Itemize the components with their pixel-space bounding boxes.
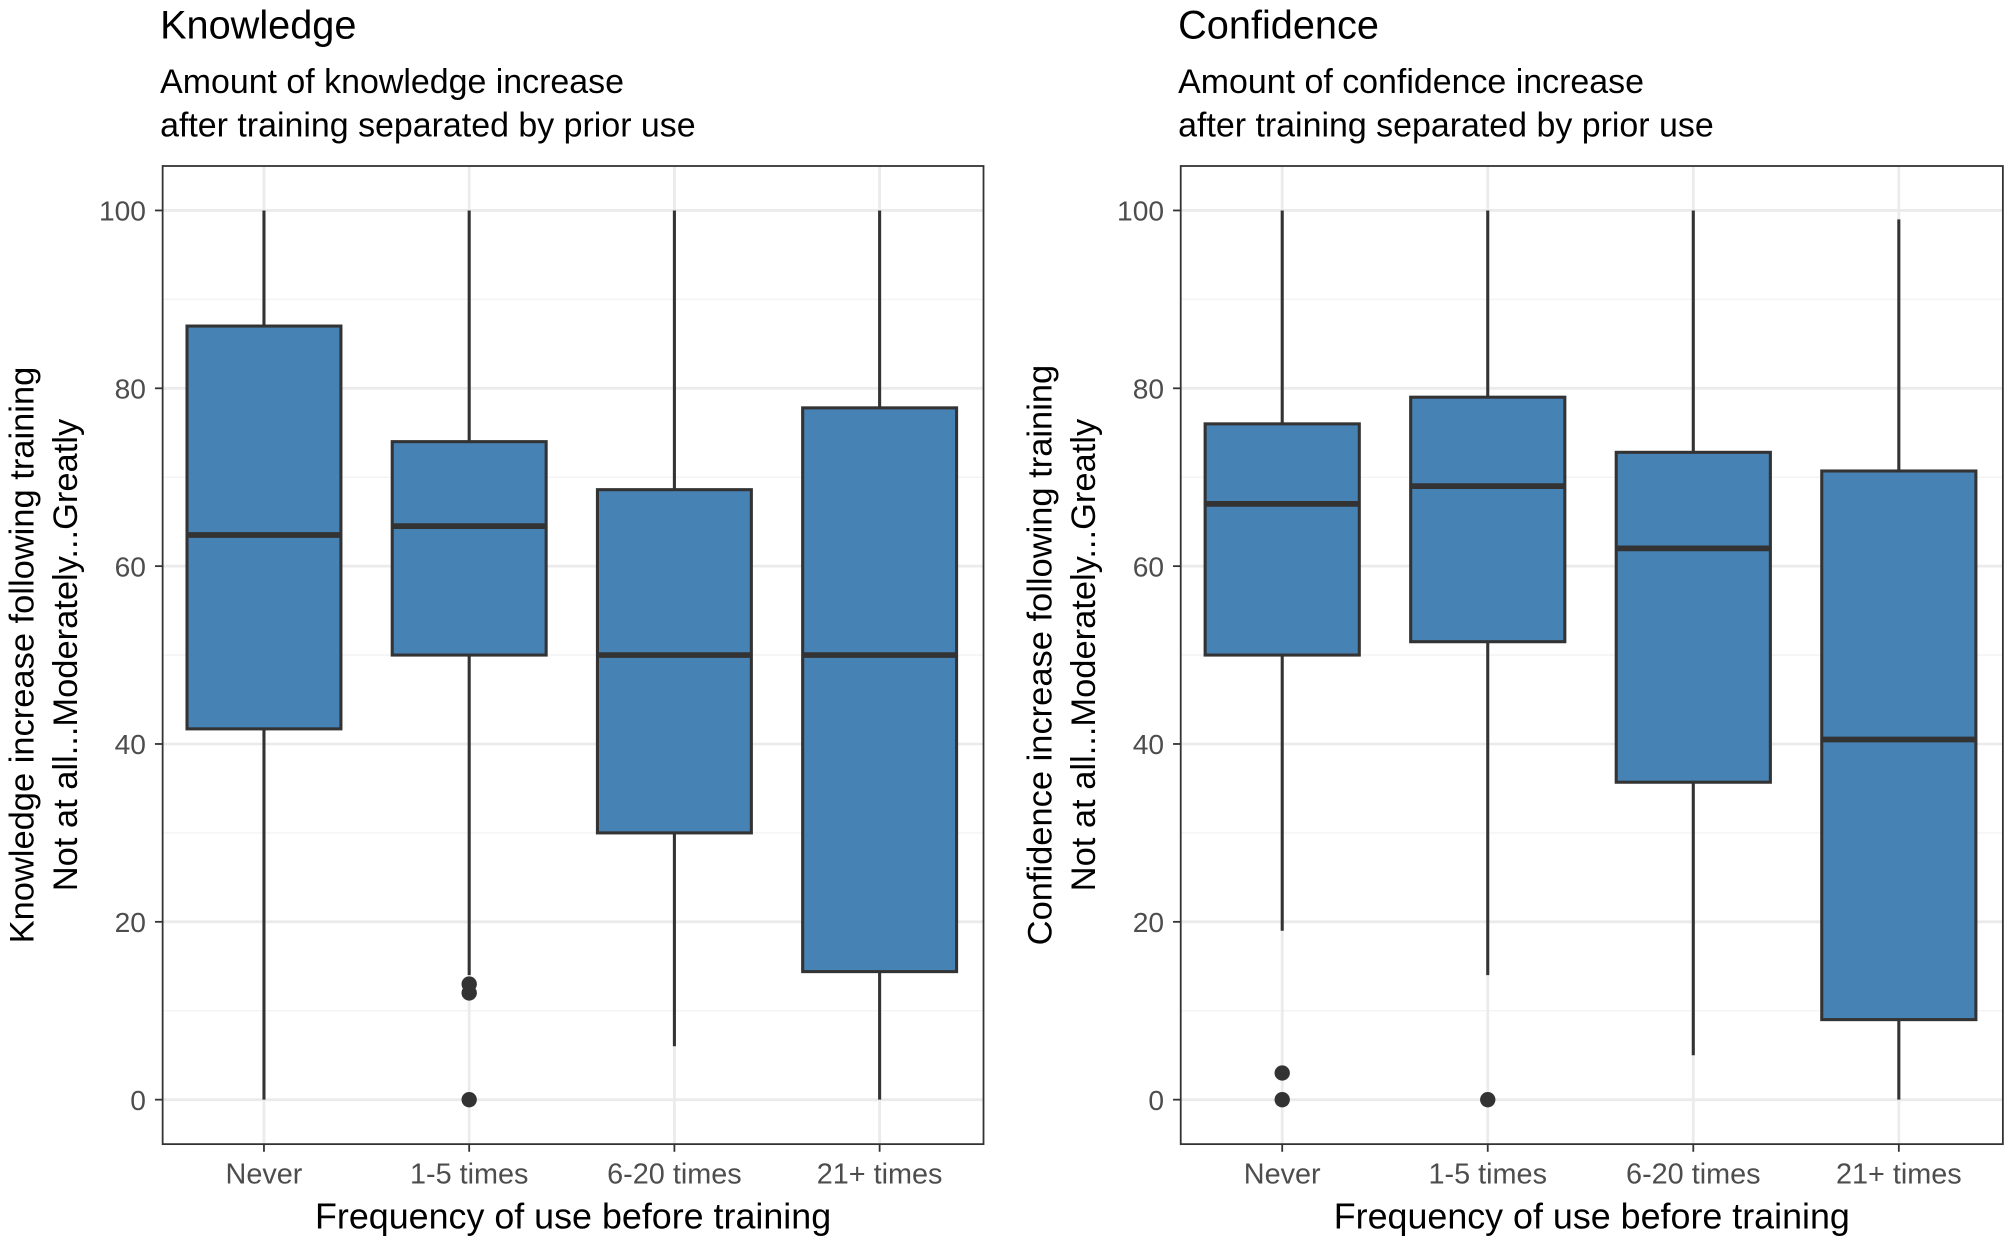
y-tick-label: 40 [115,729,146,760]
y-tick-label: 100 [1117,196,1164,227]
box-iqr [390,440,548,657]
y-tick-label: 40 [1133,729,1164,760]
x-axis-title: Frequency of use before training [315,1196,831,1236]
y-tick-label: 20 [1133,907,1164,938]
box-21+ times [1820,219,1978,1100]
x-tick-label: 1-5 times [1429,1159,1547,1191]
panel-knowledge: Knowledge Amount of knowledge increase af… [3,3,985,1236]
box-6-20 times [595,210,753,1047]
box-Never [185,210,343,1100]
box-Never [1203,210,1361,1108]
outlier-point [1274,1065,1290,1081]
x-tick-label: Never [226,1159,303,1191]
y-axis-title: Not at all...Moderately...Greatly [1065,418,1103,891]
outlier-point [461,985,477,1001]
chart-subtitle: Amount of confidence increase [1178,63,1644,101]
x-axis-title: Frequency of use before training [1334,1196,1850,1236]
y-tick-label: 0 [130,1085,146,1116]
y-tick-label: 0 [1148,1085,1164,1116]
box-1-5 times [390,210,548,1108]
x-tick-label: 1-5 times [410,1159,528,1191]
y-tick-label: 60 [1133,551,1164,582]
y-axis-title: Knowledge increase following training [3,367,41,944]
panel-border [161,165,985,1146]
outlier-point [1274,1092,1290,1108]
outlier-point [1480,1092,1496,1108]
box-iqr [1614,450,1772,784]
box-iqr [1820,469,1978,1022]
y-axis-title: Confidence increase following training [1021,365,1059,946]
box-iqr [1203,422,1361,657]
y-tick-label: 80 [115,374,146,405]
y-tick-label: 60 [115,551,146,582]
y-tick-label: 20 [115,907,146,938]
x-tick-label: 6-20 times [607,1159,741,1191]
chart-subtitle: after training separated by prior use [1178,107,1714,145]
box-iqr [595,488,753,835]
box-iqr [1409,395,1567,644]
chart-subtitle: Amount of knowledge increase [160,63,624,101]
box-iqr [185,324,343,731]
chart-subtitle: after training separated by prior use [160,107,696,145]
panel-border [1179,165,2004,1146]
y-tick-label: 100 [99,196,146,227]
y-axis-title: Not at all...Moderately...Greatly [47,418,85,891]
box-iqr [801,406,959,974]
chart-title: Knowledge [160,3,356,47]
x-tick-label: 21+ times [817,1159,943,1191]
x-tick-label: 6-20 times [1626,1159,1760,1191]
outlier-point [461,1092,477,1108]
box-1-5 times [1409,210,1567,1108]
x-tick-label: 21+ times [1836,1159,1962,1191]
x-tick-label: Never [1244,1159,1321,1191]
chart-title: Confidence [1178,3,1379,47]
box-21+ times [801,210,959,1100]
y-tick-label: 80 [1133,374,1164,405]
box-6-20 times [1614,210,1772,1056]
